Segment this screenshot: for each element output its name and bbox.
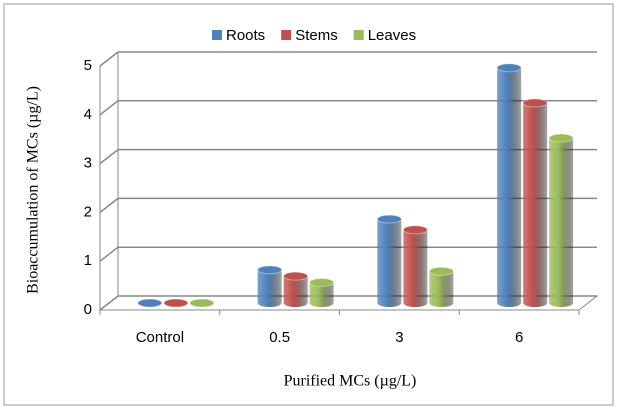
grid-line — [99, 246, 597, 262]
bar — [496, 63, 522, 307]
y-tick-label: 2 — [84, 203, 92, 220]
grid-line — [99, 100, 597, 116]
x-tick-label: 6 — [515, 329, 523, 346]
bar — [257, 265, 283, 307]
grid-line — [99, 197, 597, 213]
legend-label: Stems — [295, 27, 338, 44]
bar — [376, 214, 402, 307]
grid-line — [99, 51, 597, 67]
x-tick-label: 0.5 — [269, 329, 290, 346]
y-tick-label: 5 — [84, 57, 92, 74]
x-tick-label: 3 — [395, 329, 403, 346]
legend-label: Roots — [226, 27, 265, 44]
bar — [428, 266, 454, 307]
legend-label: Leaves — [368, 27, 416, 44]
bar — [548, 133, 574, 307]
bar — [309, 278, 335, 307]
bar — [163, 298, 189, 308]
legend-swatch — [353, 30, 364, 40]
bar — [522, 98, 548, 307]
bar — [189, 298, 215, 308]
y-tick-label: 4 — [84, 106, 92, 123]
legend-swatch — [281, 30, 292, 40]
bar — [283, 271, 309, 307]
y-tick-label: 1 — [84, 252, 92, 269]
y-axis-label: Bioaccumulation of MCs (µg/L) — [25, 86, 42, 294]
grid-line — [99, 148, 597, 165]
legend-swatch — [212, 30, 222, 40]
y-tick-label: 3 — [84, 155, 92, 172]
x-tick-label: Control — [136, 329, 184, 346]
y-tick-label: 0 — [84, 301, 92, 318]
bar — [402, 225, 428, 307]
x-axis-label: Purified MCs (µg/L) — [284, 373, 417, 390]
bar — [137, 298, 163, 308]
